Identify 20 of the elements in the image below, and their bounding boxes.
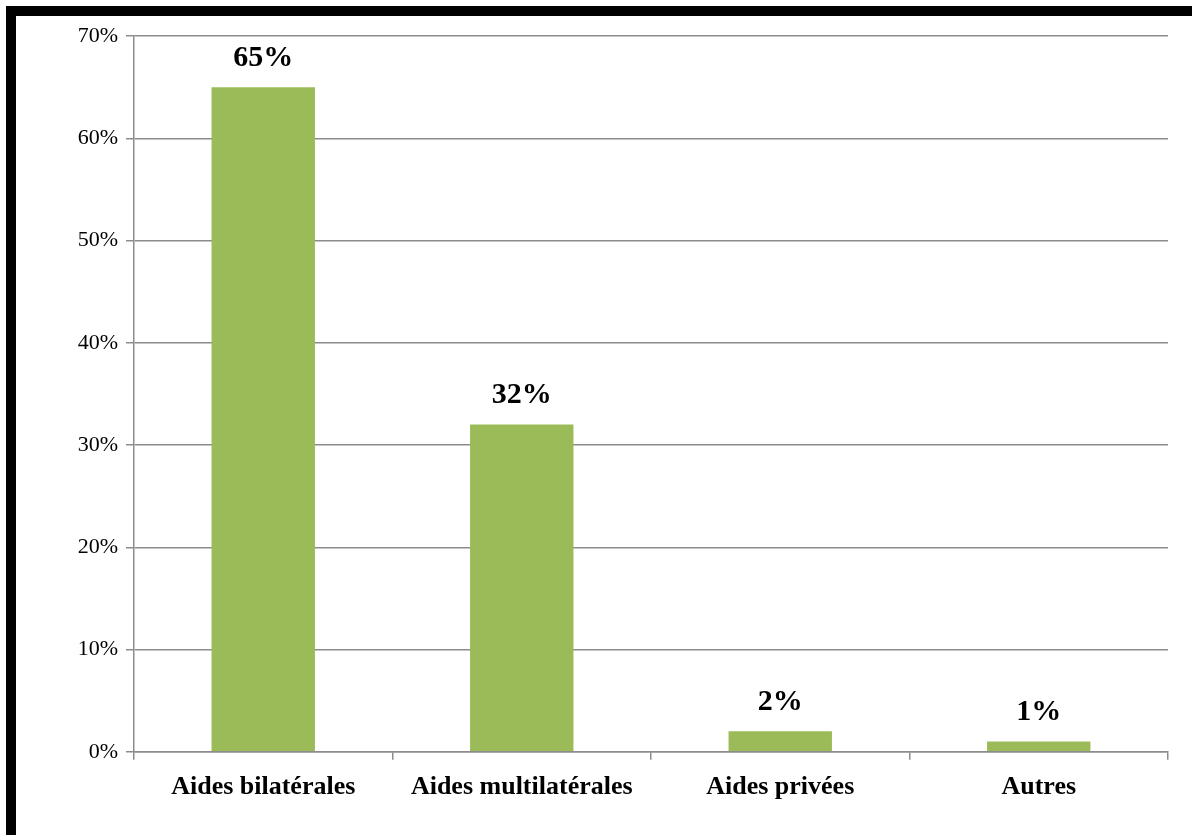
bar <box>728 731 832 752</box>
bar <box>470 424 574 752</box>
y-tick-label: 0% <box>88 737 118 763</box>
bar <box>987 741 1091 752</box>
y-tick-label: 40% <box>77 328 118 354</box>
y-tick-label: 20% <box>77 533 118 559</box>
data-label: 1% <box>1016 693 1062 727</box>
y-tick-label: 10% <box>77 635 118 661</box>
data-label: 2% <box>757 683 803 717</box>
x-tick-label: Aides bilatérales <box>171 771 356 801</box>
y-tick-label: 70% <box>77 21 118 47</box>
x-tick-label: Aides privées <box>706 771 855 801</box>
data-label: 32% <box>491 376 552 410</box>
y-tick-label: 30% <box>77 430 118 456</box>
data-label: 65% <box>233 38 294 72</box>
y-tick-label: 50% <box>77 226 118 252</box>
x-tick-label: Autres <box>1001 771 1077 801</box>
y-tick-label: 60% <box>77 124 118 150</box>
bar <box>211 87 315 752</box>
x-tick-label: Aides multilatérales <box>410 771 633 801</box>
